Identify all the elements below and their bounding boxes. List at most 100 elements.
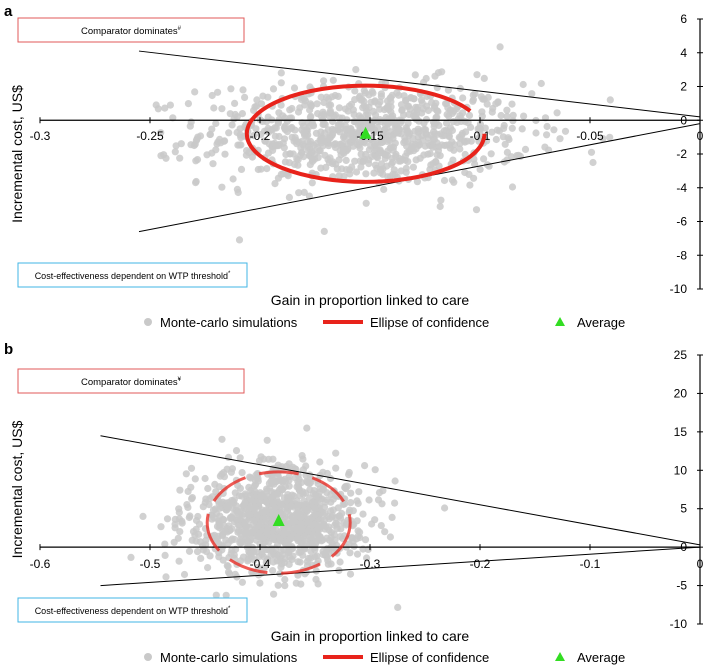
scatter-point bbox=[550, 126, 558, 134]
scatter-point bbox=[432, 113, 440, 122]
scatter-point bbox=[363, 554, 371, 562]
scatter-point bbox=[192, 157, 200, 165]
scatter-point bbox=[317, 112, 325, 120]
x-tick-label: -0.05 bbox=[576, 129, 604, 143]
y-tick-label: 2 bbox=[680, 80, 687, 94]
scatter-point bbox=[599, 135, 607, 143]
scatter-point bbox=[359, 104, 367, 112]
scatter-point bbox=[353, 550, 362, 558]
scatter-point bbox=[188, 495, 196, 503]
scatter-point bbox=[495, 127, 503, 135]
scatter-point bbox=[428, 98, 436, 107]
scatter-point bbox=[223, 502, 231, 510]
scatter-point bbox=[405, 110, 413, 119]
scatter-point bbox=[459, 94, 467, 102]
scatter-point bbox=[379, 138, 387, 146]
scatter-point bbox=[234, 509, 242, 517]
scatter-point bbox=[359, 510, 367, 518]
scatter-point bbox=[211, 480, 219, 488]
y-tick-label: -4 bbox=[676, 181, 687, 195]
scatter-point bbox=[450, 107, 458, 115]
wtp-dependent-box bbox=[17, 597, 248, 623]
scatter-point bbox=[362, 199, 370, 207]
scatter-point bbox=[250, 556, 258, 564]
scatter-point bbox=[279, 139, 287, 147]
scatter-point bbox=[371, 516, 379, 524]
scatter-point bbox=[377, 90, 385, 98]
scatter-point bbox=[381, 132, 389, 140]
scatter-point bbox=[277, 477, 285, 485]
scatter-point bbox=[434, 107, 442, 116]
comparator-dominates-label: Comparator dominates¥ bbox=[81, 377, 182, 388]
scatter-point bbox=[450, 146, 458, 154]
scatter-point bbox=[313, 100, 321, 108]
x-tick-label: -0.2 bbox=[470, 557, 491, 571]
scatter-point bbox=[465, 111, 474, 119]
scatter-point bbox=[312, 492, 320, 500]
scatter-point bbox=[244, 542, 252, 550]
scatter-point bbox=[176, 486, 184, 494]
scatter-point bbox=[413, 106, 421, 114]
legend-swatch-average bbox=[555, 652, 565, 661]
y-tick-label: -8 bbox=[676, 248, 687, 262]
scatter-point bbox=[272, 142, 280, 150]
panel-letter: a bbox=[4, 3, 13, 20]
scatter-point bbox=[183, 501, 191, 509]
scatter-point bbox=[206, 130, 214, 139]
scatter-point bbox=[178, 519, 186, 527]
scatter-point bbox=[281, 575, 289, 584]
scatter-point bbox=[480, 155, 488, 163]
scatter-point bbox=[215, 553, 223, 561]
scatter-point bbox=[374, 496, 383, 504]
scatter-point bbox=[224, 568, 233, 576]
scatter-point bbox=[221, 527, 229, 536]
scatter-point bbox=[508, 124, 516, 132]
comparator-dominates-box bbox=[17, 368, 245, 394]
scatter-point bbox=[587, 148, 596, 156]
scatter-point bbox=[344, 140, 352, 148]
x-tick-label: -0.3 bbox=[30, 129, 51, 143]
scatter-point bbox=[254, 563, 262, 571]
scatter-point bbox=[232, 447, 241, 455]
scatter-point bbox=[299, 122, 308, 130]
scatter-point bbox=[480, 74, 488, 82]
scatter-point bbox=[162, 573, 170, 581]
scatter-point bbox=[606, 96, 614, 104]
scatter-point bbox=[456, 112, 464, 120]
scatter-point bbox=[445, 132, 453, 140]
scatter-point bbox=[192, 516, 201, 525]
scatter-point bbox=[154, 105, 162, 113]
y-tick-label: 10 bbox=[674, 463, 688, 477]
scatter-point bbox=[241, 499, 249, 507]
scatter-point bbox=[206, 552, 214, 560]
scatter-point bbox=[321, 498, 329, 506]
y-tick-label: 20 bbox=[674, 386, 688, 400]
scatter-point bbox=[471, 90, 479, 98]
scatter-point bbox=[324, 560, 332, 568]
scatter-point bbox=[248, 528, 256, 536]
scatter-point bbox=[389, 112, 397, 120]
scatter-point bbox=[208, 91, 216, 100]
scatter-point bbox=[278, 560, 286, 568]
scatter-point bbox=[369, 89, 377, 97]
scatter-point bbox=[278, 485, 286, 493]
scatter-point bbox=[329, 506, 337, 514]
scatter-point bbox=[427, 131, 435, 139]
scatter-point bbox=[319, 468, 327, 476]
scatter-point bbox=[317, 137, 325, 145]
scatter-point bbox=[365, 103, 373, 111]
scatter-point bbox=[377, 149, 385, 157]
scatter-point bbox=[357, 163, 365, 171]
scatter-point bbox=[227, 468, 235, 476]
scatter-point bbox=[404, 127, 412, 135]
scatter-point bbox=[402, 168, 410, 176]
scatter-point bbox=[487, 150, 495, 158]
scatter-point bbox=[374, 124, 382, 132]
scatter-point bbox=[391, 139, 399, 147]
scatter-point bbox=[205, 501, 213, 509]
scatter-point bbox=[444, 86, 452, 94]
scatter-point bbox=[302, 462, 310, 470]
scatter-point bbox=[386, 128, 394, 136]
scatter-point bbox=[435, 162, 443, 170]
